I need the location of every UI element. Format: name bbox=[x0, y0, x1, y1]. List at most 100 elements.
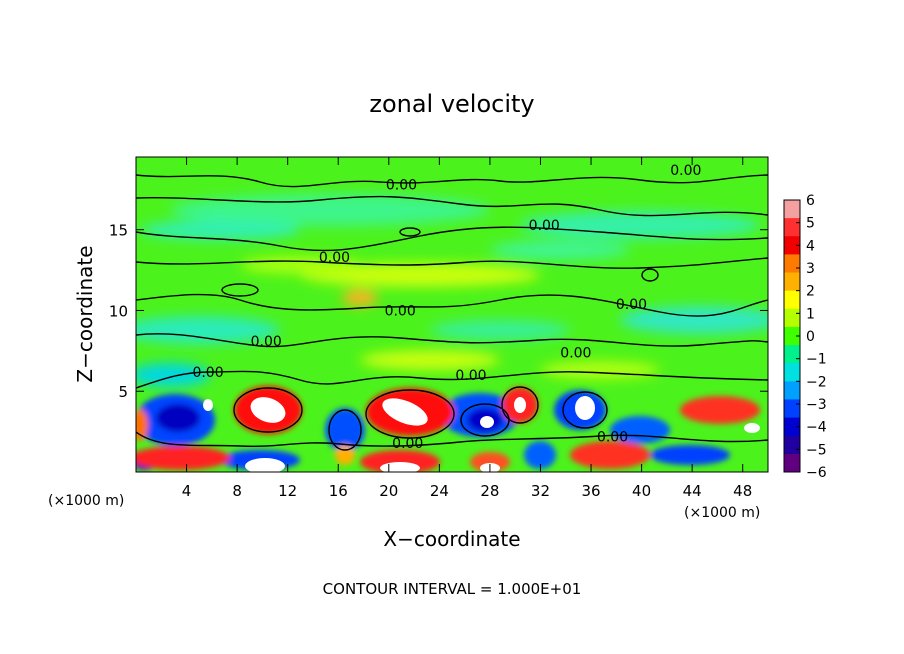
field-band bbox=[140, 220, 300, 240]
contour-label: 0.00 bbox=[385, 303, 416, 319]
positive-core bbox=[570, 441, 650, 469]
positive-core bbox=[470, 452, 510, 472]
field-band bbox=[620, 306, 768, 334]
contour-line bbox=[136, 174, 768, 188]
y-tick-label: 5 bbox=[118, 383, 128, 401]
colorbar-swatch bbox=[784, 453, 800, 473]
contour-line bbox=[365, 389, 455, 439]
colorbar-swatch bbox=[784, 417, 800, 437]
colorbar-swatch bbox=[784, 272, 800, 292]
plot-area: 0.00 0.00 0.00 0.00 0.00 0.00 0.00 0.00 0.00 0.00… bbox=[136, 157, 768, 472]
contour-line bbox=[641, 268, 659, 282]
saturated-core bbox=[480, 416, 494, 428]
y-tick-label: 15 bbox=[109, 222, 128, 240]
x-tick-label: 20 bbox=[379, 482, 398, 500]
y-axis-title: Z−coordinate bbox=[73, 245, 97, 382]
negative-core bbox=[325, 408, 365, 452]
field-band bbox=[540, 361, 660, 379]
contour-label: 0.00 bbox=[251, 334, 282, 350]
colorbar-tick-label: −4 bbox=[806, 420, 827, 436]
colorbar-tick-label: 3 bbox=[806, 261, 815, 277]
contour-label: 0.00 bbox=[192, 365, 223, 381]
x-tick-label: 40 bbox=[632, 482, 651, 500]
contour-label: 0.00 bbox=[319, 250, 350, 266]
contour-label: 0.00 bbox=[560, 345, 591, 361]
contour-label-layer: 0.00 0.00 0.00 0.00 0.00 0.00 0.00 0.00 0.00 0.00… bbox=[192, 163, 701, 452]
contour-line bbox=[501, 386, 539, 424]
z-unit-label: (×1000 m) bbox=[48, 493, 124, 509]
field-band bbox=[342, 290, 378, 306]
positive-core bbox=[136, 409, 148, 441]
field-band bbox=[136, 363, 210, 387]
x-unit-label: (×1000 m) bbox=[684, 505, 760, 521]
colorbar-swatch bbox=[784, 290, 800, 310]
contour-line bbox=[136, 370, 768, 389]
contour-line bbox=[562, 391, 608, 429]
negative-core bbox=[156, 404, 200, 432]
saturated-core bbox=[250, 397, 286, 423]
field-band bbox=[520, 211, 760, 239]
colorbar-swatch bbox=[784, 200, 800, 219]
contour-line bbox=[136, 195, 768, 217]
colorbar-swatch bbox=[784, 381, 800, 400]
colorbar-tick-label: −3 bbox=[806, 397, 827, 413]
colorbar-swatch bbox=[784, 218, 800, 237]
x-tick-label: 48 bbox=[733, 482, 752, 500]
chart-title: zonal velocity bbox=[369, 90, 534, 118]
x-tick-label: 36 bbox=[581, 482, 600, 500]
colorbar-tick-label: −2 bbox=[806, 374, 827, 390]
colorbar-swatch bbox=[784, 345, 800, 364]
colorbar-tick-label: −6 bbox=[806, 465, 827, 481]
positive-core bbox=[360, 450, 440, 472]
positive-core bbox=[136, 446, 230, 470]
contour-line bbox=[136, 431, 768, 448]
contour-line bbox=[136, 293, 768, 317]
colorbar-tick-label: 0 bbox=[806, 329, 815, 345]
contour-interval-caption: CONTOUR INTERVAL = 1.000E+01 bbox=[323, 580, 582, 598]
contour-label: 0.00 bbox=[386, 177, 417, 193]
colorbar-tick-label: −5 bbox=[806, 442, 827, 458]
colorbar-swatch bbox=[784, 308, 800, 328]
colorbar-tick-label: −1 bbox=[806, 352, 827, 368]
field-band bbox=[240, 256, 360, 274]
contour-label: 0.00 bbox=[616, 297, 647, 313]
saturated-core bbox=[380, 462, 420, 472]
x-tick-label: 12 bbox=[278, 482, 297, 500]
saturated-core bbox=[744, 423, 760, 433]
colorbar-tick-label: 2 bbox=[806, 284, 815, 300]
colorbar-swatch bbox=[784, 435, 800, 455]
saturated-core bbox=[203, 399, 213, 411]
contour-lines bbox=[136, 174, 768, 451]
contour-line bbox=[460, 403, 510, 437]
saturated-core bbox=[575, 396, 595, 420]
contour-line bbox=[136, 333, 768, 348]
contour-label: 0.00 bbox=[455, 368, 486, 384]
contour-label: 0.00 bbox=[529, 218, 560, 234]
saturated-core bbox=[514, 397, 526, 413]
field-band bbox=[300, 263, 540, 287]
contour-line bbox=[136, 226, 768, 252]
contour-line bbox=[136, 257, 768, 269]
saturated-cores bbox=[203, 396, 760, 472]
x-tick-label: 4 bbox=[182, 482, 192, 500]
plot-frame bbox=[135, 156, 769, 473]
field-band bbox=[490, 240, 630, 260]
x-tick-label: 32 bbox=[531, 482, 550, 500]
field-band bbox=[430, 320, 570, 340]
field-band bbox=[136, 316, 280, 344]
field-band bbox=[360, 350, 500, 370]
contour-line bbox=[399, 227, 421, 237]
colorbar-tick-label: 5 bbox=[806, 216, 815, 232]
colorbar: 6 5 4 3 2 1 0 −1 −2 −3 −4 −5 −6 bbox=[783, 193, 827, 481]
colorbar-tick-label: 1 bbox=[806, 306, 815, 322]
contour-line bbox=[221, 283, 259, 297]
saturated-core bbox=[245, 458, 285, 472]
x-tick-label: 8 bbox=[232, 482, 242, 500]
x-tick-label: 16 bbox=[329, 482, 348, 500]
colorbar-swatch bbox=[784, 363, 800, 382]
x-axis-ticks: 4 8 12 16 20 24 28 32 36 40 44 48 bbox=[182, 157, 752, 500]
contour-label: 0.00 bbox=[597, 429, 628, 445]
colorbar-swatch bbox=[784, 254, 800, 274]
x-axis-title: X−coordinate bbox=[383, 527, 520, 551]
